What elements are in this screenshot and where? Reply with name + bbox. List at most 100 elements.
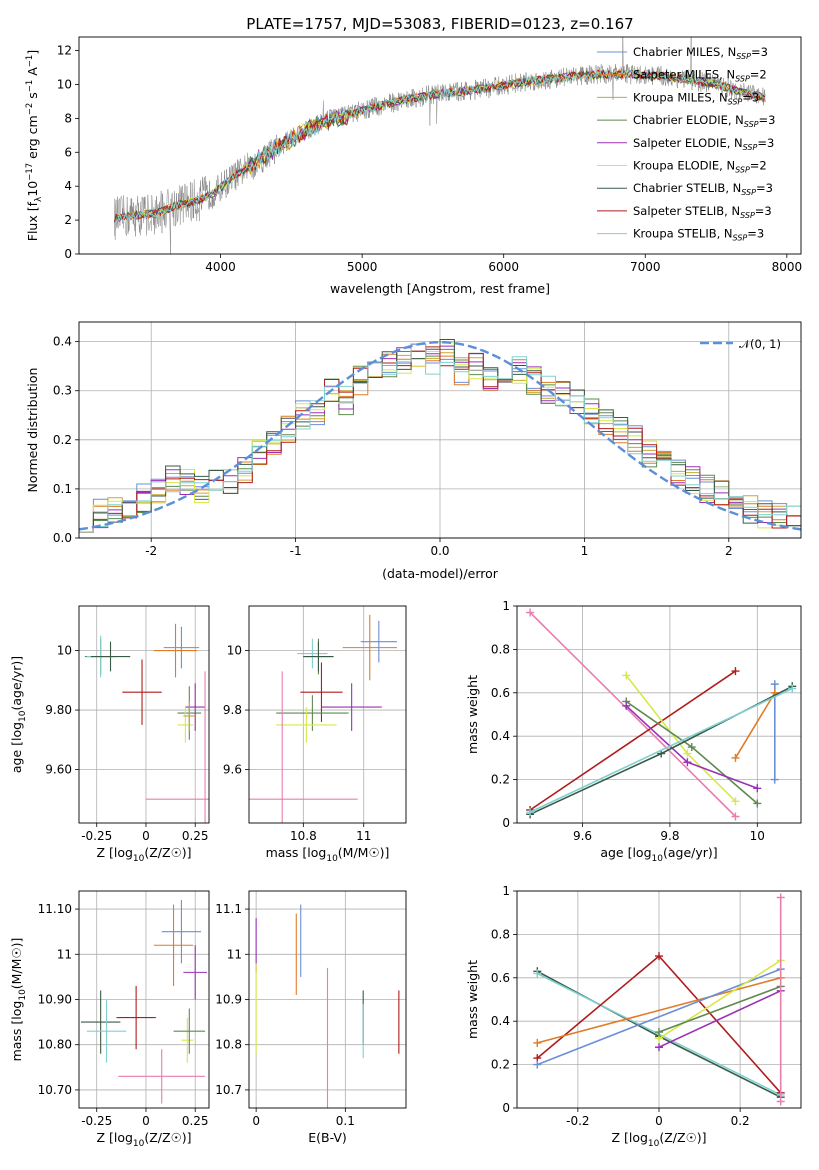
y-axis-label: Flux [fλ10−17 erg cm−2 s−1 A−1] [25,50,44,241]
weight-marker [683,749,692,758]
y-tick-label: 11 [57,947,72,961]
y-tick-label: 10.80 [38,1038,72,1052]
y-tick-label: 0.2 [491,773,510,787]
y-tick-label: 10.8 [215,1038,242,1052]
weight-marker [753,799,762,808]
weight-marker [533,1038,542,1047]
y-tick-label: 0 [64,247,72,261]
x-tick-label: 0 [142,829,150,843]
y-tick-label: 0.2 [53,433,72,447]
x-axis-label: mass [log10(M/M☉)] [266,845,390,864]
legend-label: Salpeter STELIB, NSSP=3 [633,204,772,220]
weight-line-salpeter-elodie [658,990,782,1048]
x-axis-label: age [log10(age/yr)] [600,845,717,864]
weight-line-salpeter-miles [537,977,781,1044]
x-tick-label: 7000 [630,260,661,274]
weight-line-kroupa-elodie [658,959,782,1040]
x-tick-label: 9.6 [573,829,592,843]
y-tick-label: 9.6 [223,762,242,776]
model-line-kroupa-stelib [114,68,766,224]
x-tick-label: 10.8 [290,829,317,843]
y-tick-label: 10.70 [38,1083,72,1097]
x-tick-label: 0.25 [182,829,209,843]
spectrum-panel: 4000 5000 6000 7000 8000 0 2 4 6 8 10 12 wavelength … [25,36,803,296]
weight-marker [753,784,762,793]
axes-frame [516,605,802,824]
y-tick-label: 1 [502,599,510,613]
y-tick-label: 0.8 [491,642,510,656]
legend-label: Kroupa STELIB, NSSP=3 [633,227,764,243]
mass_vs_ebv-panel: 0 0.1 10.7 10.8 10.9 11 11.1 [215,890,407,1128]
x-tick-label: 0.25 [182,1114,209,1128]
x-tick-label: 0.1 [336,1114,355,1128]
x-tick-label: -0.25 [81,829,112,843]
weight-line-chabrier-elodie [658,985,781,1033]
legend-label: 𝒩(0, 1) [739,337,781,351]
x-tick-label: -1 [290,544,302,558]
weight-marker [687,743,696,752]
x-axis-label: (data-model)/error [382,566,499,581]
y-tick-label: 10 [57,77,72,91]
weight-marker [526,808,535,817]
x-tick-label: 8000 [772,260,803,274]
weight-line-chabrier-elodie [625,700,758,805]
x-axis-label: Z [log10(Z/Z☉)] [96,1130,191,1149]
y-tick-label: 10 [227,644,242,658]
y-tick-label: 6 [64,145,72,159]
weight-marker [533,969,542,978]
y-tick-label: 9.60 [45,762,72,776]
mass_vs_Z-panel: -0.25 0 0.25 10.70 10.80 10.90 11 11.10 Z [log10… [9,890,210,1149]
x-tick-label: 2 [725,544,733,558]
y-tick-label: 9.8 [223,703,242,717]
weight-marker [655,1028,663,1037]
weight-marker [683,758,692,767]
weight-marker [533,1060,542,1069]
x-tick-label: 0.2 [731,1114,750,1128]
axes-frame [248,605,407,824]
x-tick-label: 0 [252,1114,260,1128]
y-tick-label: 8 [64,111,72,125]
y-tick-label: 0.2 [491,1058,510,1072]
y-tick-label: 2 [64,213,72,227]
y-tick-label: 0.4 [491,1014,510,1028]
weight-marker [622,671,631,680]
y-tick-label: 0.4 [53,335,72,349]
x-tick-label: 1 [581,544,589,558]
y-tick-label: 0.4 [491,729,510,743]
axes-frame [78,321,802,539]
weight_vs_Z-panel: -0.2 0 0.2 0 0.2 0.4 0.6 0.8 1 Z [log10(Z/Z☉)] mas… [465,884,802,1149]
x-tick-label: 9.8 [660,829,679,843]
x-axis-label: wavelength [Angstrom, rest frame] [330,281,550,296]
weight-line-salpeter-miles [734,692,776,759]
legend-label: Chabrier ELODIE, NSSP=3 [633,113,775,129]
y-tick-label: 10.90 [38,993,72,1007]
histogram-kroupa-stelib [79,343,801,538]
y-tick-label: 11 [227,947,242,961]
y-tick-label: 10.9 [215,993,242,1007]
weight-marker [526,608,535,617]
weight-line-kroupa-elodie [625,674,737,802]
y-tick-label: 10 [57,644,72,658]
x-tick-label: 10 [750,829,765,843]
figure-title: PLATE=1757, MJD=53083, FIBERID=0123, z=0… [246,15,633,33]
x-tick-label: 0.0 [430,544,449,558]
axes-frame [78,36,802,255]
legend-label: Chabrier MILES, NSSP=3 [633,45,768,61]
x-tick-label: 6000 [488,260,519,274]
age_vs_mass-panel: 10.8 11 9.6 9.8 10 mass [log10(M/M☉)] [223,605,407,864]
weight-marker [655,952,663,961]
y-tick-label: 0 [502,1101,510,1115]
y-axis-label: age [log10(age/yr)] [9,656,28,773]
y-axis-label: mass [log10(M/M☉)] [9,938,28,1062]
axes-frame [78,890,210,1109]
weight-marker [655,1043,663,1052]
x-tick-label: 4000 [205,260,236,274]
legend-label: Chabrier STELIB, NSSP=3 [633,181,773,197]
plots-group: 4000 5000 6000 7000 8000024681012wavelength … [9,36,803,1149]
y-tick-label: 0.1 [53,482,72,496]
weight-marker [731,812,740,821]
y-tick-label: 1 [502,884,510,898]
x-tick-label: -2 [145,544,157,558]
weight-marker [622,701,631,710]
